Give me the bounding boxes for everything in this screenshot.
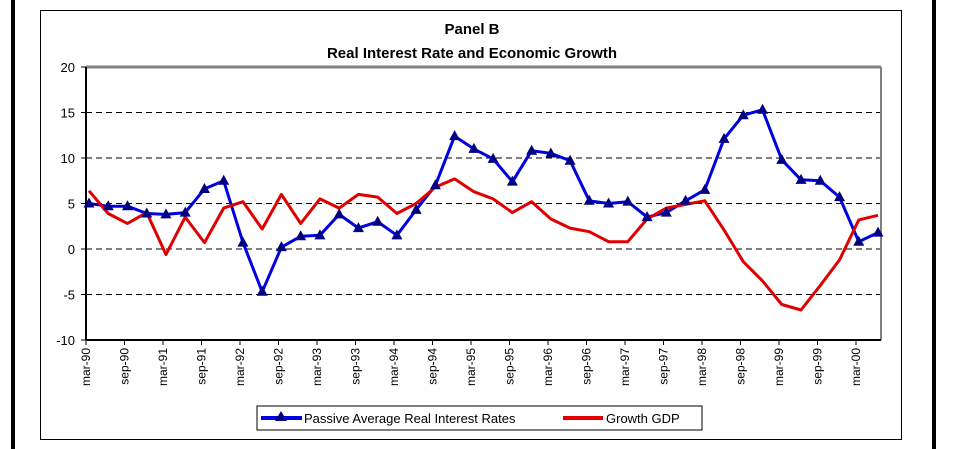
interest-rate-point	[680, 194, 692, 205]
interest-rate-point	[641, 211, 653, 222]
chart-subtitle: Real Interest Rate and Economic Growth	[327, 45, 617, 62]
x-tick-label: sep-90	[118, 348, 132, 385]
interest-rate-point	[487, 152, 499, 163]
x-tick-label: sep-97	[657, 348, 671, 385]
right-border-bar	[932, 0, 936, 449]
interest-rate-point	[410, 203, 422, 214]
legend-label-interest: Passive Average Real Interest Rates	[304, 411, 516, 426]
interest-rate-point	[506, 175, 518, 186]
x-tick-label: mar-93	[310, 348, 324, 386]
y-tick-label: 15	[61, 106, 75, 121]
x-tick-label: mar-90	[79, 348, 93, 386]
x-tick-label: sep-95	[503, 348, 517, 385]
interest-rate-point	[218, 174, 230, 185]
x-tick-label: sep-94	[426, 348, 440, 385]
interest-rate-point	[429, 179, 441, 190]
interest-rate-point	[141, 207, 153, 218]
x-tick-label: mar-96	[541, 348, 555, 386]
interest-rate-point	[814, 174, 826, 185]
interest-rate-point	[468, 142, 480, 153]
interest-rate-point	[564, 154, 576, 165]
interest-rate-point	[121, 200, 133, 211]
left-border-bar	[11, 0, 15, 449]
interest-rate-point	[872, 226, 884, 237]
interest-rate-point	[660, 206, 672, 217]
interest-rate-point	[776, 153, 788, 164]
interest-rate-point	[83, 197, 95, 208]
interest-rate-point	[526, 144, 538, 155]
interest-rate-point	[295, 230, 307, 241]
y-tick-label: -5	[63, 288, 75, 303]
x-tick-label: sep-91	[195, 348, 209, 385]
interest-rate-point	[699, 183, 711, 194]
x-tick-label: mar-99	[772, 348, 786, 386]
y-axis-ticks: -10 -5 0 5 10 15 20	[56, 60, 86, 348]
chart-title: Panel B	[444, 21, 499, 38]
interest-rate-line	[88, 108, 879, 294]
series-group	[83, 103, 884, 312]
interest-rate-point	[352, 222, 364, 233]
x-tick-label: sep-93	[349, 348, 363, 385]
interest-rate-point	[622, 195, 634, 206]
interest-rate-point	[333, 208, 345, 219]
x-tick-label: mar-95	[464, 348, 478, 386]
interest-rate-point	[179, 206, 191, 217]
x-tick-label: mar-94	[387, 348, 401, 386]
legend-triangle-marker-icon	[275, 411, 287, 421]
interest-rate-point	[372, 215, 384, 226]
interest-rate-point	[583, 194, 595, 205]
x-tick-label: mar-97	[618, 348, 632, 386]
x-tick-label: sep-98	[734, 348, 748, 385]
interest-rate-point	[102, 200, 114, 211]
interest-rate-point	[237, 236, 249, 247]
interest-rate-point	[834, 191, 846, 202]
interest-rate-point	[160, 208, 172, 219]
y-tick-label: 10	[61, 151, 75, 166]
x-tick-label: mar-92	[233, 348, 247, 386]
interest-rate-point	[737, 109, 749, 120]
y-tick-label: 0	[68, 242, 75, 257]
x-tick-label: sep-92	[272, 348, 286, 385]
legend-label-gdp: Growth GDP	[606, 411, 680, 426]
x-axis-ticks: mar-90 sep-90 mar-91 sep-91 mar-92 sep-92 mar-…	[79, 340, 863, 386]
x-tick-label: sep-99	[811, 348, 825, 385]
chart-frame	[40, 10, 902, 440]
x-tick-label: mar-00	[849, 348, 863, 386]
x-tick-label: mar-91	[156, 348, 170, 386]
interest-rate-point	[718, 132, 730, 143]
gridlines	[86, 112, 881, 295]
y-tick-label: 5	[68, 197, 75, 212]
legend: Passive Average Real Interest Rates Grow…	[256, 405, 703, 431]
interest-rate-point	[198, 182, 210, 193]
interest-rate-point	[256, 285, 268, 296]
interest-rate-point	[603, 197, 615, 208]
gdp-growth-line	[87, 177, 879, 312]
interest-rate-point	[314, 229, 326, 240]
interest-rate-point	[795, 173, 807, 184]
interest-rate-point	[449, 130, 461, 141]
x-tick-label: mar-98	[695, 348, 709, 386]
interest-rate-point	[545, 147, 557, 158]
legend-box	[256, 405, 703, 431]
interest-rate-point	[391, 229, 403, 240]
interest-rate-point	[853, 235, 865, 246]
interest-rate-point	[275, 241, 287, 252]
interest-rate-point	[757, 103, 769, 114]
y-tick-label: -10	[56, 333, 75, 348]
x-tick-label: sep-96	[580, 348, 594, 385]
y-tick-label: 20	[61, 60, 75, 75]
